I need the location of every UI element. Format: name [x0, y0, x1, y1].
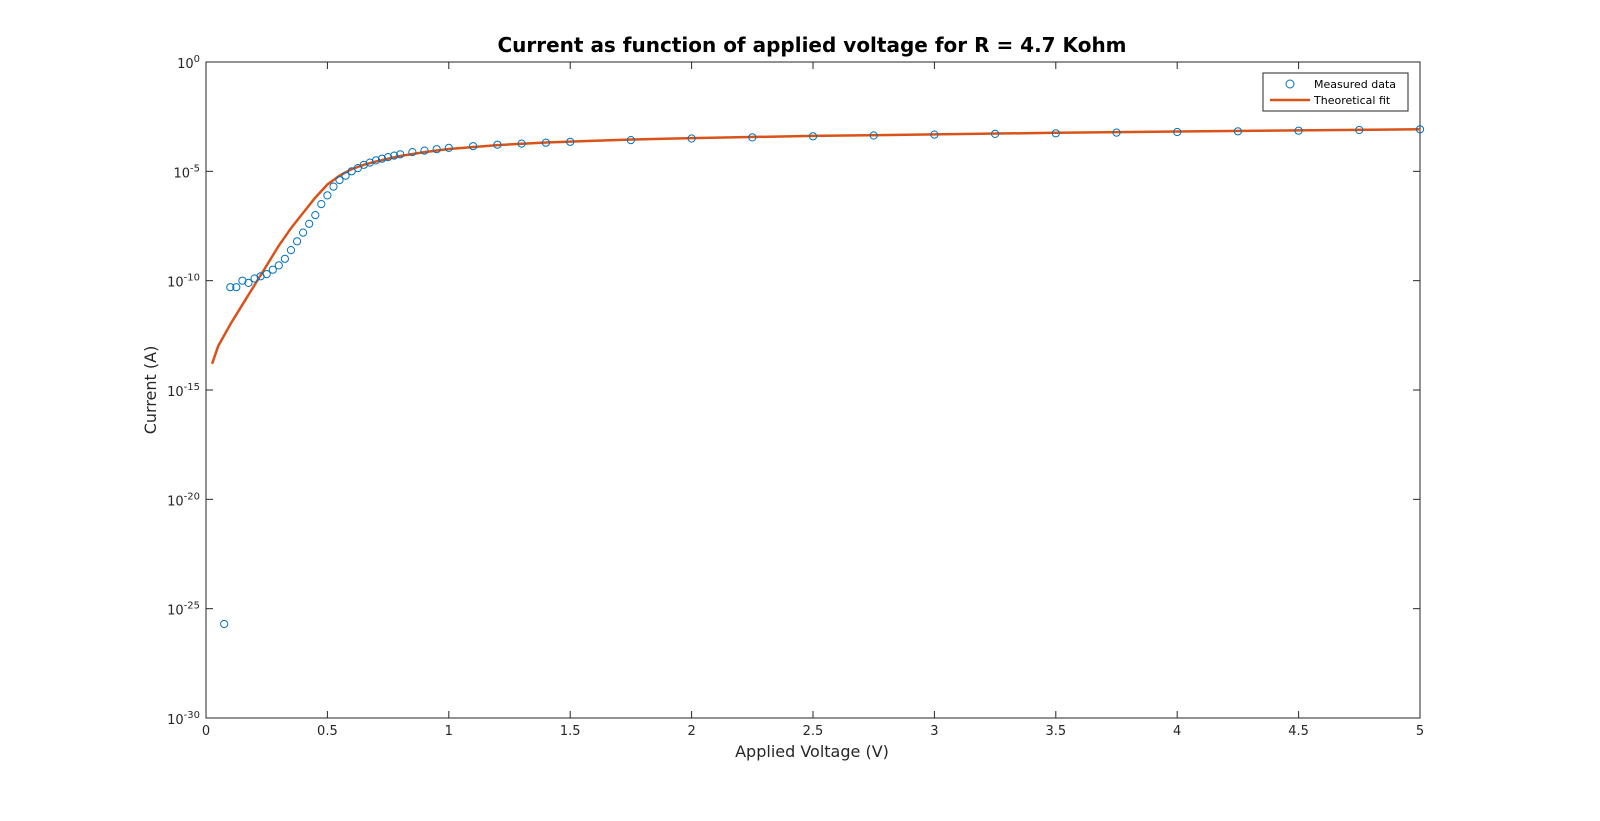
measured-data-point: [517, 139, 526, 148]
y-tick-label: 10-15: [167, 382, 200, 400]
measured-data-point: [626, 136, 636, 145]
measured-data-point: [541, 138, 551, 147]
x-axis-label: Applied Voltage (V): [735, 742, 889, 761]
y-tick-base: 10: [167, 713, 184, 728]
y-tick-label: 10-5: [173, 163, 200, 181]
x-tick-label: 0: [202, 724, 210, 739]
y-tick-exponent: -5: [190, 163, 200, 174]
measured-data-point: [317, 200, 326, 209]
measured-data-point: [991, 129, 1000, 138]
measured-data-point: [293, 237, 302, 246]
x-tick-label: 0.5: [317, 724, 338, 739]
measured-data-point: [808, 132, 818, 141]
measured-data-point: [250, 274, 259, 283]
measured-data-point: [432, 145, 441, 154]
y-tick-base: 10: [167, 385, 184, 400]
x-axis: 0 0.5 1 1.5 2 2.5 3 3.5 4 4.5 5: [202, 62, 1424, 739]
y-tick-base: 10: [173, 166, 190, 181]
x-tick-label: 5: [1416, 724, 1424, 739]
measured-data-point: [390, 151, 399, 160]
x-tick-label: 4.5: [1288, 724, 1309, 739]
y-tick-label: 10-20: [167, 491, 200, 509]
measured-data-point: [226, 283, 235, 292]
theoretical-fit-line: [210, 128, 1421, 365]
x-tick-label: 3.5: [1045, 724, 1066, 739]
plot-area: [205, 61, 1421, 719]
y-tick-label: 10-10: [167, 273, 200, 291]
x-tick-label: 2.5: [803, 724, 824, 739]
y-tick-label: 10-30: [167, 710, 200, 728]
measured-data-point: [1112, 128, 1121, 137]
measured-data-point: [444, 143, 453, 152]
measured-data-point: [1051, 129, 1060, 138]
x-tick-label: 4: [1173, 724, 1181, 739]
measured-data-markers: [220, 125, 1425, 629]
y-tick-exponent: -20: [184, 491, 200, 502]
chart-title: Current as function of applied voltage f…: [497, 33, 1126, 57]
measured-data-point: [493, 140, 502, 149]
measured-data-point: [566, 137, 575, 146]
measured-data-point: [1173, 127, 1182, 137]
measured-data-point: [930, 130, 939, 139]
legend-measured-label: Measured data: [1314, 78, 1396, 91]
x-tick-label: 1.5: [560, 724, 581, 739]
measured-data-point: [280, 254, 289, 263]
y-tick-base: 10: [167, 494, 184, 509]
y-tick-base: 10: [167, 604, 184, 619]
measured-data-point: [1294, 126, 1303, 135]
y-tick-exponent: -25: [184, 601, 200, 612]
measured-data-point: [748, 133, 757, 142]
x-tick-label: 2: [687, 724, 695, 739]
y-tick-exponent: -15: [184, 382, 200, 393]
measured-data-point: [305, 219, 314, 228]
y-tick-label: 10-25: [167, 601, 200, 619]
measured-data-point: [220, 619, 229, 629]
measured-data-point: [268, 265, 277, 274]
measured-data-point: [262, 270, 271, 279]
measured-data-point: [869, 131, 878, 140]
y-tick-base: 10: [167, 276, 184, 291]
legend-fit-label: Theoretical fit: [1313, 94, 1391, 107]
y-axis-label: Current (A): [141, 346, 160, 435]
measured-data-point: [371, 156, 381, 165]
measured-data-point: [687, 134, 696, 143]
measured-data-point: [323, 191, 332, 200]
measured-data-point: [232, 283, 241, 292]
measured-data-point: [335, 176, 344, 185]
measured-data-point: [408, 148, 417, 157]
y-tick-exponent: -10: [184, 273, 200, 284]
measured-data-point: [377, 154, 387, 163]
measured-data-point: [274, 261, 283, 270]
legend: Measured data Theoretical fit: [1262, 72, 1409, 112]
measured-data-point: [311, 211, 320, 220]
measured-data-point: [1355, 125, 1364, 135]
y-tick-exponent: -30: [184, 710, 200, 721]
measured-data-point: [1415, 125, 1425, 134]
measured-data-point: [384, 153, 393, 162]
x-tick-label: 3: [930, 724, 938, 739]
measured-data-point: [286, 246, 296, 255]
measured-data-point: [469, 142, 478, 151]
measured-data-point: [329, 182, 338, 191]
legend-measured-marker: [1285, 79, 1295, 89]
measured-data-point: [341, 171, 350, 180]
measured-data-point: [396, 150, 405, 159]
y-tick-label: 100: [177, 54, 200, 72]
legend-box: [1262, 72, 1409, 112]
measured-data-point: [299, 228, 308, 237]
measured-data-point: [1233, 127, 1243, 136]
measured-data-point: [420, 146, 429, 155]
y-tick-exponent: 0: [194, 54, 200, 65]
measured-data-point: [244, 278, 253, 287]
x-tick-label: 1: [445, 724, 453, 739]
y-tick-base: 10: [177, 57, 194, 72]
